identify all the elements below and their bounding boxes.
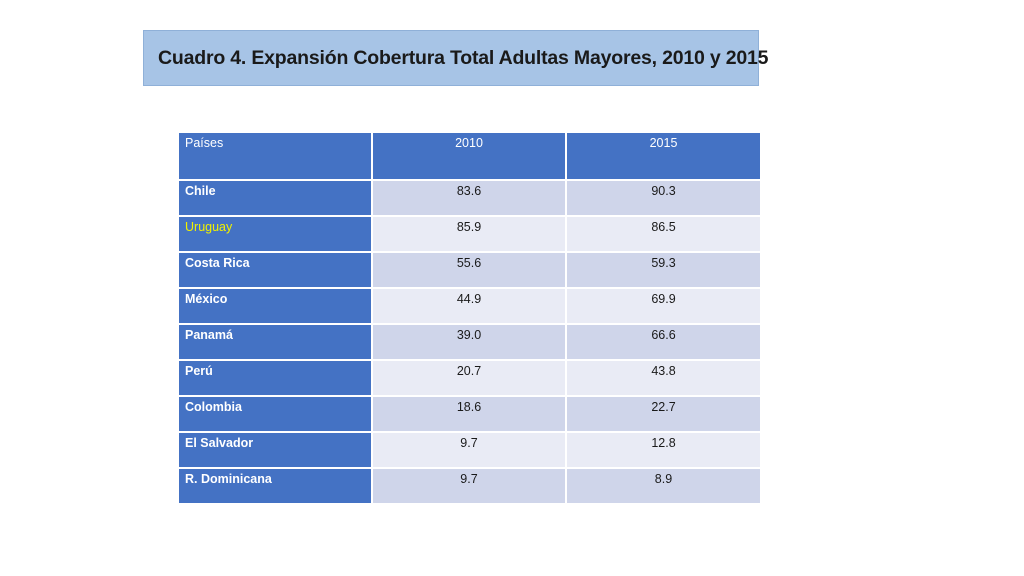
- value-2010-cell: 39.0: [371, 323, 567, 361]
- value-2015-cell: 22.7: [565, 395, 762, 433]
- value-2015-cell: 8.9: [565, 467, 762, 505]
- value-2010-cell: 9.7: [371, 467, 567, 505]
- value-2015-cell: 12.8: [565, 431, 762, 469]
- value-2015-cell: 86.5: [565, 215, 762, 253]
- table-row: El Salvador 9.7 12.8: [177, 431, 762, 469]
- value-2010-cell: 9.7: [371, 431, 567, 469]
- country-cell: Costa Rica: [177, 251, 373, 289]
- header-2015: 2015: [565, 131, 762, 181]
- table-row: Colombia 18.6 22.7: [177, 395, 762, 433]
- table-row: México 44.9 69.9: [177, 287, 762, 325]
- coverage-table: Países 2010 2015 Chile 83.6 90.3 Uruguay…: [177, 131, 762, 505]
- table-row: Uruguay 85.9 86.5: [177, 215, 762, 253]
- table-row: R. Dominicana 9.7 8.9: [177, 467, 762, 505]
- country-cell: R. Dominicana: [177, 467, 373, 505]
- table-row: Chile 83.6 90.3: [177, 179, 762, 217]
- table-row: Perú 20.7 43.8: [177, 359, 762, 397]
- value-2010-cell: 83.6: [371, 179, 567, 217]
- country-cell: Panamá: [177, 323, 373, 361]
- country-cell: El Salvador: [177, 431, 373, 469]
- country-cell: Perú: [177, 359, 373, 397]
- value-2010-cell: 44.9: [371, 287, 567, 325]
- value-2015-cell: 90.3: [565, 179, 762, 217]
- header-2010: 2010: [371, 131, 567, 181]
- header-countries: Países: [177, 131, 373, 181]
- country-cell: Colombia: [177, 395, 373, 433]
- value-2010-cell: 85.9: [371, 215, 567, 253]
- page-title: Cuadro 4. Expansión Cobertura Total Adul…: [158, 46, 769, 69]
- value-2015-cell: 59.3: [565, 251, 762, 289]
- value-2015-cell: 43.8: [565, 359, 762, 397]
- table-header-row: Países 2010 2015: [177, 131, 762, 181]
- country-cell: Uruguay: [177, 215, 373, 253]
- title-box: Cuadro 4. Expansión Cobertura Total Adul…: [143, 30, 769, 86]
- value-2015-cell: 69.9: [565, 287, 762, 325]
- value-2015-cell: 66.6: [565, 323, 762, 361]
- value-2010-cell: 20.7: [371, 359, 567, 397]
- country-cell: Chile: [177, 179, 373, 217]
- table-row: Costa Rica 55.6 59.3: [177, 251, 762, 289]
- value-2010-cell: 18.6: [371, 395, 567, 433]
- country-cell: México: [177, 287, 373, 325]
- value-2010-cell: 55.6: [371, 251, 567, 289]
- table-row: Panamá 39.0 66.6: [177, 323, 762, 361]
